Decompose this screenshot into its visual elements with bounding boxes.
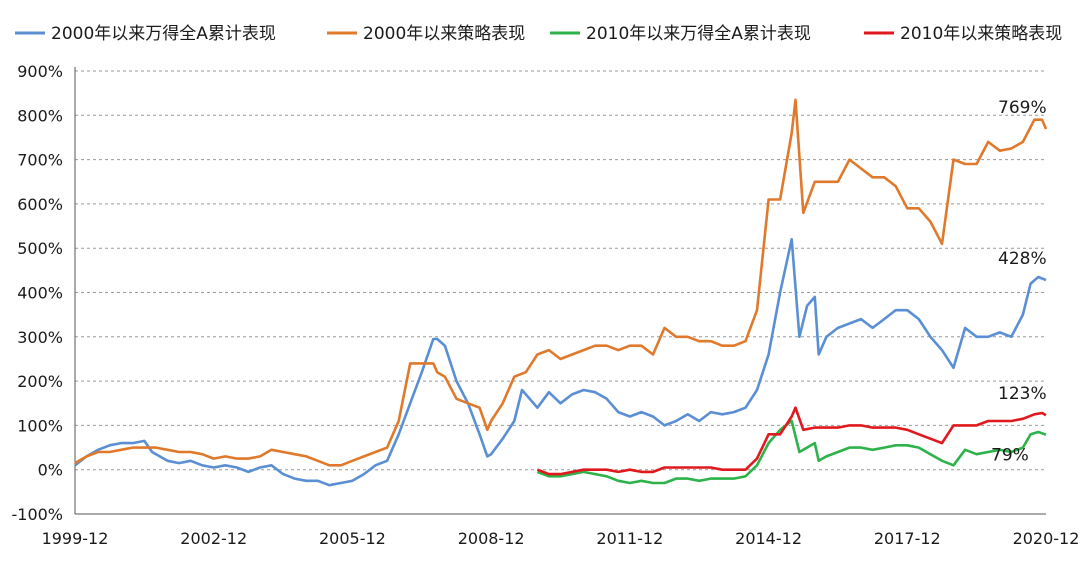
x-tick-label: 2014-12: [735, 529, 802, 548]
y-tick-label: 800%: [17, 106, 63, 125]
series-line: [74, 238, 1047, 487]
legend-label: 2010年以来策略表现: [900, 24, 1062, 44]
legend: 2000年以来万得全A累计表现 2000年以来策略表现 2010年以来万得全A累计表…: [15, 24, 1062, 44]
x-tick-label: 2011-12: [596, 529, 663, 548]
y-tick-label: 300%: [17, 328, 63, 347]
series-lines: [74, 98, 1048, 487]
y-tick-label: 400%: [17, 284, 63, 303]
legend-label: 2000年以来万得全A累计表现: [51, 24, 276, 44]
y-tick-label: 600%: [17, 195, 63, 214]
legend-label: 2010年以来万得全A累计表现: [586, 24, 811, 44]
x-tick-label: 2020-12: [1013, 529, 1080, 548]
y-tick-label: 200%: [17, 372, 63, 391]
y-tick-label: 900%: [17, 62, 63, 81]
y-tick-label: 100%: [17, 416, 63, 435]
x-tick-label: 1999-12: [42, 529, 109, 548]
legend-item: 2000年以来万得全A累计表现: [15, 24, 276, 44]
y-tick-label: -100%: [11, 505, 63, 524]
legend-item: 2000年以来策略表现: [327, 24, 525, 44]
x-tick-label: 2002-12: [180, 529, 247, 548]
gridlines: [75, 70, 1046, 471]
x-tick-label: 2017-12: [874, 529, 941, 548]
y-tick-label: 0%: [38, 461, 63, 480]
end-value-label: 123%: [998, 384, 1047, 404]
y-axis: 900% 800% 700% 600% 500% 400% 300% 200% 100% 0% -1…: [11, 62, 76, 524]
x-tick-label: 2008-12: [458, 529, 525, 548]
end-value-label: 769%: [998, 98, 1047, 118]
series-line: [536, 406, 1047, 476]
x-axis: 1999-12 2002-12 2005-12 2008-12 2011-12 2014-…: [42, 513, 1080, 548]
legend-item: 2010年以来万得全A累计表现: [550, 24, 811, 44]
x-tick-label: 2005-12: [319, 529, 386, 548]
series-line: [536, 419, 1047, 485]
legend-label: 2000年以来策略表现: [363, 24, 525, 44]
end-labels: 769% 428% 123% 79%: [991, 98, 1047, 466]
y-tick-label: 500%: [17, 239, 63, 258]
series-line: [74, 98, 1048, 467]
y-tick-label: 700%: [17, 151, 63, 170]
end-value-label: 428%: [998, 249, 1047, 269]
legend-item: 2010年以来策略表现: [864, 24, 1062, 44]
end-value-label: 79%: [991, 446, 1029, 466]
